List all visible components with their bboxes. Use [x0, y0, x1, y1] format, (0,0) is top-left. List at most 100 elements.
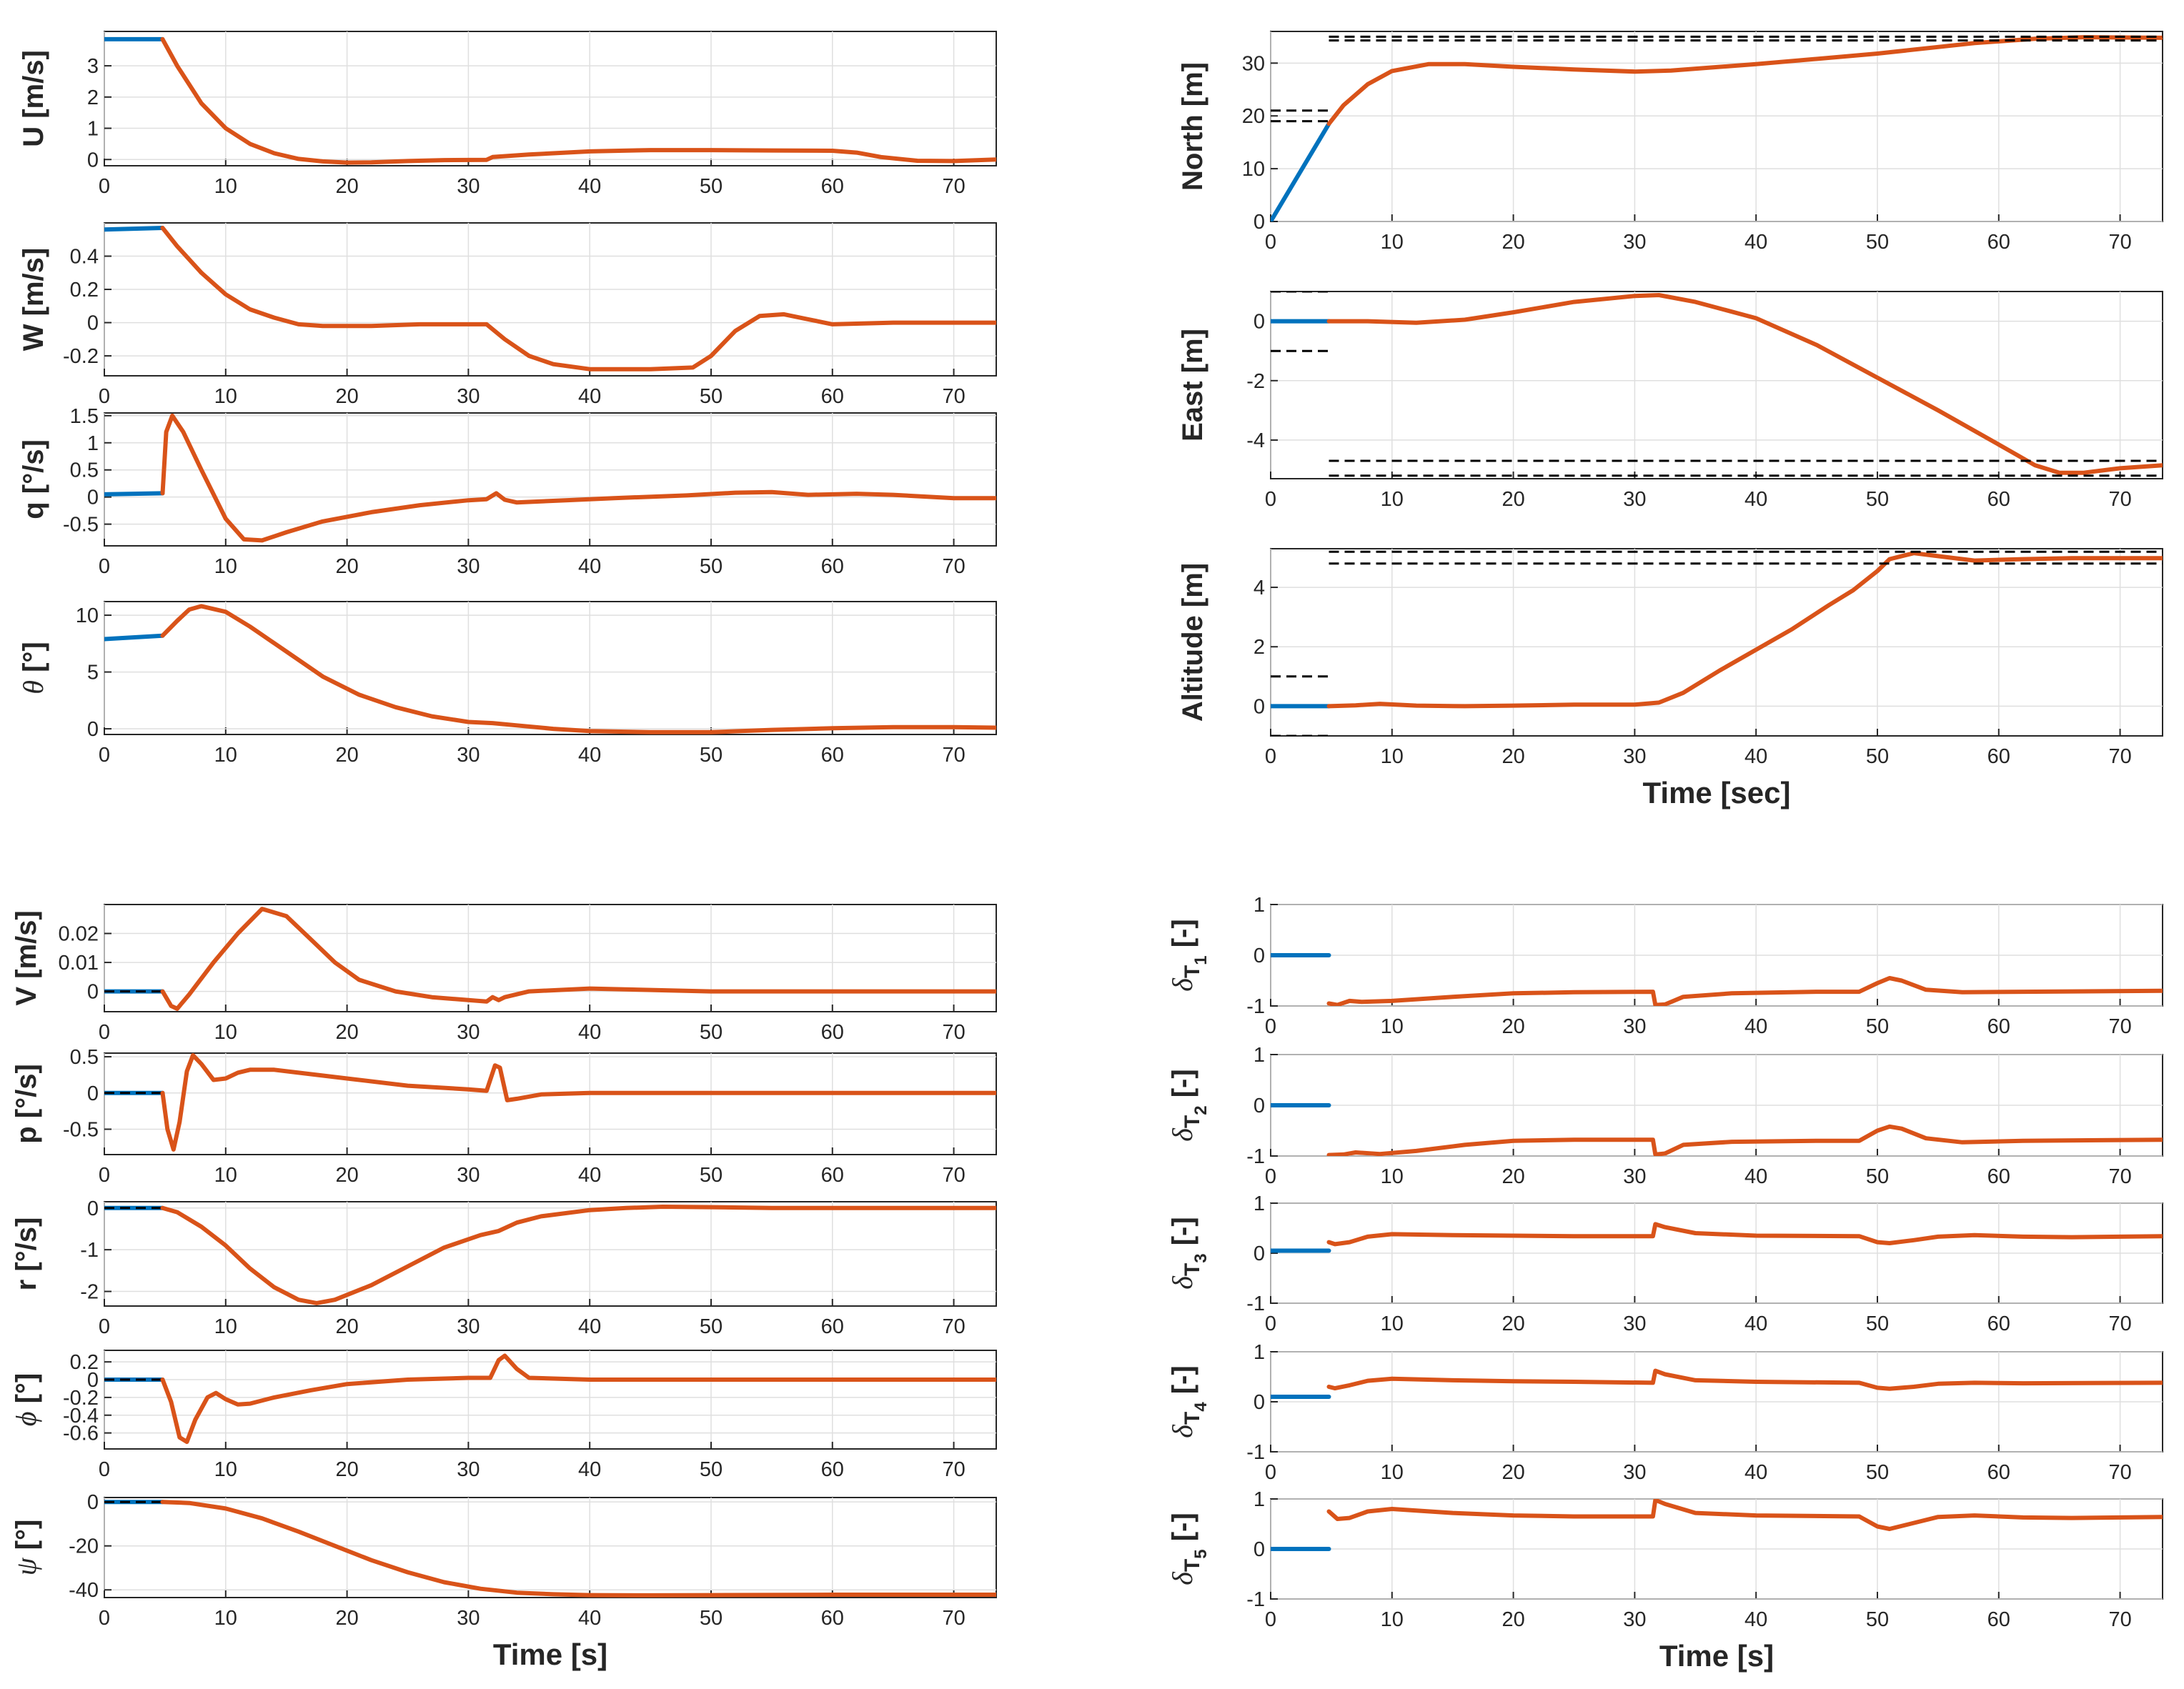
y-tick-label: 0	[1254, 1242, 1265, 1265]
x-tick-label: 50	[700, 385, 723, 408]
x-tick-label: 10	[214, 1021, 237, 1044]
x-tick-label: 50	[1866, 1461, 1889, 1484]
x-tick-label: 40	[578, 385, 601, 408]
subplot-W: 0 10 20 30 40 50 60 70-0.200.20.4W [m/s]	[18, 222, 997, 408]
x-tick-label: 30	[457, 1021, 480, 1044]
x-tick-label: 10	[1381, 745, 1404, 768]
x-tick-label: 0	[1265, 745, 1276, 768]
x-tick-label: 70	[2108, 1461, 2131, 1484]
x-tick-label: 0	[99, 1021, 110, 1044]
x-tick-label: 40	[578, 1458, 601, 1481]
series-line-post-Altitude	[1326, 551, 2163, 709]
subplot-East: 0 10 20 30 40 50 60 70 -4 -2 0 East [m]	[1177, 291, 2163, 511]
series-line-post-r	[160, 1205, 996, 1305]
y-axis-label-psi: ψ [°]	[10, 1520, 42, 1576]
y-tick-label: -40	[69, 1579, 99, 1602]
x-tick-label: 0	[99, 385, 110, 408]
y-tick-label: 0	[1254, 695, 1265, 718]
x-tick-label: 20	[1502, 1461, 1524, 1484]
y-tick-label: 2	[1254, 636, 1265, 659]
x-axis-label-dT5: Time [s]	[1659, 1639, 1774, 1673]
y-tick-label: 5	[87, 662, 99, 684]
y-axis-label-Altitude: Altitude [m]	[1177, 563, 1208, 722]
x-tick-label: 30	[1623, 1312, 1646, 1335]
x-tick-label: 50	[700, 175, 723, 198]
y-tick-label: -0.6	[63, 1423, 99, 1445]
x-tick-label: 20	[335, 385, 358, 408]
x-tick-label: 70	[2108, 745, 2131, 768]
x-axis-label-psi: Time [s]	[493, 1638, 607, 1671]
y-axis-label-dT5: δT5 [-]	[1166, 1513, 1211, 1585]
x-tick-label: 60	[1987, 1312, 2010, 1335]
axes-frame-W	[104, 222, 997, 377]
x-tick-label: 50	[1866, 1312, 1889, 1335]
x-tick-label: 10	[1381, 488, 1404, 511]
y-tick-label: -1	[1246, 1292, 1265, 1315]
axes-frame-U	[104, 31, 997, 166]
series-line-pre-theta	[104, 633, 165, 642]
y-tick-label: 0	[87, 312, 99, 335]
x-tick-label: 10	[214, 555, 237, 578]
y-axis-label-dT2: δT2 [-]	[1166, 1069, 1211, 1141]
x-tick-label: 0	[1265, 1015, 1276, 1038]
x-tick-label: 20	[1502, 1165, 1524, 1188]
x-tick-label: 10	[1381, 1312, 1404, 1335]
series-line-post-U	[160, 36, 996, 165]
x-tick-label: 50	[700, 1315, 723, 1338]
x-tick-label: 60	[1987, 1015, 2010, 1038]
subplot-U: 0 10 20 30 40 50 60 70 0 1 2 3 U [m/s]	[18, 31, 997, 198]
x-tick-label: 10	[214, 1164, 237, 1187]
x-tick-label: 20	[1502, 745, 1524, 768]
y-tick-label: 4	[1254, 577, 1265, 599]
y-tick-label: 0	[1254, 311, 1265, 334]
y-tick-label: 0	[1254, 211, 1265, 234]
y-axis-label-dT1: δT1 [-]	[1166, 919, 1211, 991]
y-tick-label: 0	[1254, 1538, 1265, 1561]
x-tick-label: 0	[99, 1164, 110, 1187]
x-tick-label: 10	[1381, 1015, 1404, 1038]
x-tick-label: 70	[2108, 1608, 2131, 1631]
y-tick-label: 1	[1254, 894, 1265, 917]
x-tick-label: 50	[1866, 488, 1889, 511]
x-tick-label: 50	[1866, 1608, 1889, 1631]
x-tick-label: 60	[821, 1315, 844, 1338]
x-tick-label: 70	[2108, 1165, 2131, 1188]
x-tick-label: 30	[457, 1164, 480, 1187]
x-tick-label: 30	[1623, 1461, 1646, 1484]
x-tick-label: 40	[1744, 1608, 1767, 1631]
y-tick-label: -1	[1246, 1441, 1265, 1464]
x-tick-label: 40	[1744, 1312, 1767, 1335]
x-tick-label: 40	[578, 1315, 601, 1338]
y-tick-label: 10	[76, 604, 99, 627]
y-axis-label-W: W [m/s]	[18, 248, 49, 351]
series-line-post-dT5	[1326, 1499, 2163, 1531]
series-line-post-phi	[160, 1353, 996, 1445]
y-axis-label-p: p [°/s]	[11, 1064, 42, 1144]
x-tick-label: 20	[335, 1164, 358, 1187]
x-tick-label: 60	[1987, 1165, 2010, 1188]
x-tick-label: 60	[1987, 745, 2010, 768]
x-tick-label: 50	[1866, 231, 1889, 254]
y-tick-label: 0.02	[59, 923, 99, 946]
series-line-post-dT3	[1326, 1222, 2163, 1247]
x-tick-label: 70	[2108, 231, 2131, 254]
subplot-theta: 0 10 20 30 40 50 60 70 0 5 10 θ [°]	[17, 601, 997, 767]
axes-frame-q	[104, 412, 997, 547]
x-tick-label: 70	[942, 1315, 965, 1338]
y-tick-label: 0	[87, 1491, 99, 1514]
x-tick-label: 20	[1502, 231, 1524, 254]
y-tick-label: 2	[87, 86, 99, 109]
y-tick-label: -1	[1246, 1588, 1265, 1611]
subplot-North: 0 10 20 30 40 50 60 70 0 10 20 30 North [m]	[1177, 31, 2163, 254]
x-tick-label: 60	[1987, 1461, 2010, 1484]
x-tick-label: 20	[335, 744, 358, 767]
x-tick-label: 50	[700, 744, 723, 767]
y-axis-label-East: East [m]	[1177, 329, 1208, 442]
series-line-post-dT2	[1326, 1124, 2163, 1156]
series-line-post-dT1	[1326, 976, 2163, 1006]
subplot-Altitude: 0 10 20 30 40 50 60 70 0 2 4 Altitude [m] Time [sec]	[1177, 548, 2163, 809]
y-tick-label: -0.2	[63, 345, 99, 368]
y-tick-label: 0.5	[70, 1046, 99, 1069]
